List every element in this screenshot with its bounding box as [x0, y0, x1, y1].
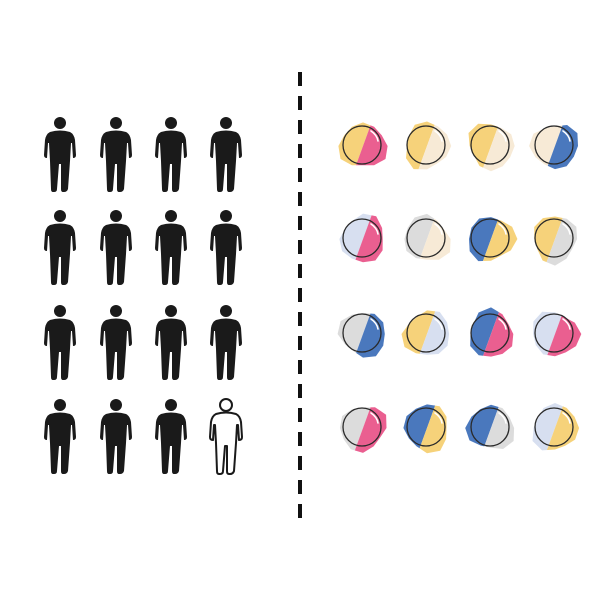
person-filled-icon	[96, 208, 136, 288]
ball-icon	[399, 118, 455, 174]
people-grid	[40, 115, 270, 480]
person-filled-icon	[96, 303, 136, 383]
ball-icon	[399, 306, 455, 362]
person-filled-icon	[151, 303, 191, 383]
person-filled-icon	[151, 397, 191, 477]
ball-icon	[463, 211, 519, 267]
ball-icon	[399, 400, 455, 456]
ball-grid	[335, 118, 585, 473]
ball-icon	[335, 118, 391, 174]
person-outline-icon	[206, 397, 246, 477]
ball-icon	[527, 118, 583, 174]
ball-icon	[527, 306, 583, 362]
ball-icon	[335, 400, 391, 456]
person-filled-icon	[206, 208, 246, 288]
ball-icon	[527, 400, 583, 456]
person-filled-icon	[206, 115, 246, 195]
person-filled-icon	[96, 397, 136, 477]
person-filled-icon	[96, 115, 136, 195]
ball-icon	[463, 306, 519, 362]
ball-icon	[463, 118, 519, 174]
person-filled-icon	[151, 115, 191, 195]
dashed-divider	[298, 72, 302, 520]
person-filled-icon	[151, 208, 191, 288]
person-filled-icon	[40, 303, 80, 383]
ball-icon	[399, 211, 455, 267]
person-filled-icon	[40, 208, 80, 288]
ball-icon	[527, 211, 583, 267]
ball-icon	[335, 306, 391, 362]
person-filled-icon	[40, 397, 80, 477]
ball-icon	[335, 211, 391, 267]
person-filled-icon	[40, 115, 80, 195]
person-filled-icon	[206, 303, 246, 383]
ball-icon	[463, 400, 519, 456]
